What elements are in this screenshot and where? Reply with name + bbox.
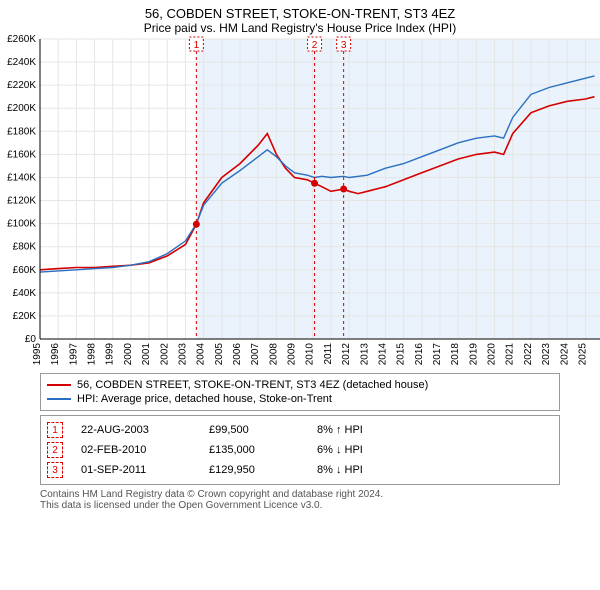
svg-text:£160K: £160K	[7, 149, 36, 160]
transaction-date: 01-SEP-2011	[81, 464, 191, 476]
svg-text:2025: 2025	[577, 343, 588, 366]
svg-text:2: 2	[312, 40, 318, 51]
svg-text:2018: 2018	[450, 343, 461, 366]
svg-text:3: 3	[341, 40, 347, 51]
svg-text:£220K: £220K	[7, 80, 36, 91]
price-chart: 123£0£20K£40K£60K£80K£100K£120K£140K£160…	[40, 39, 600, 369]
footer-line2: This data is licensed under the Open Gov…	[40, 500, 560, 511]
svg-text:£200K: £200K	[7, 103, 36, 114]
transaction-row: 2 02-FEB-2010 £135,000 6% ↓ HPI	[47, 440, 553, 460]
svg-text:2014: 2014	[377, 343, 388, 366]
svg-text:2004: 2004	[196, 343, 207, 366]
svg-text:2023: 2023	[541, 343, 552, 366]
svg-text:2016: 2016	[414, 343, 425, 366]
svg-text:2001: 2001	[141, 343, 152, 366]
svg-text:£240K: £240K	[7, 57, 36, 68]
legend-swatch	[47, 384, 71, 386]
transaction-pct: 8% ↓ HPI	[317, 464, 363, 476]
svg-text:£80K: £80K	[13, 242, 37, 253]
svg-text:2015: 2015	[396, 343, 407, 366]
transaction-date: 22-AUG-2003	[81, 424, 191, 436]
transaction-row: 3 01-SEP-2011 £129,950 8% ↓ HPI	[47, 460, 553, 480]
svg-text:1999: 1999	[105, 343, 116, 366]
svg-text:2005: 2005	[214, 343, 225, 366]
legend-label: HPI: Average price, detached house, Stok…	[77, 393, 332, 405]
transaction-price: £99,500	[209, 424, 299, 436]
transaction-index-icon: 3	[47, 462, 63, 478]
svg-text:2007: 2007	[250, 343, 261, 366]
svg-text:£260K: £260K	[7, 34, 36, 45]
svg-text:2002: 2002	[159, 343, 170, 366]
legend-label: 56, COBDEN STREET, STOKE-ON-TRENT, ST3 4…	[77, 379, 428, 391]
transaction-pct: 6% ↓ HPI	[317, 444, 363, 456]
transaction-price: £129,950	[209, 464, 299, 476]
svg-text:1: 1	[194, 40, 200, 51]
footer-attribution: Contains HM Land Registry data © Crown c…	[40, 489, 560, 511]
svg-text:£20K: £20K	[13, 311, 37, 322]
svg-text:2009: 2009	[287, 343, 298, 366]
svg-text:2013: 2013	[359, 343, 370, 366]
transaction-date: 02-FEB-2010	[81, 444, 191, 456]
transaction-price: £135,000	[209, 444, 299, 456]
legend-swatch	[47, 398, 71, 400]
svg-text:2011: 2011	[323, 343, 334, 365]
svg-text:£100K: £100K	[7, 219, 36, 230]
svg-text:2000: 2000	[123, 343, 134, 366]
svg-text:2003: 2003	[177, 343, 188, 366]
svg-text:2019: 2019	[468, 343, 479, 366]
svg-text:2022: 2022	[523, 343, 534, 366]
svg-text:2006: 2006	[232, 343, 243, 366]
chart-subtitle: Price paid vs. HM Land Registry's House …	[0, 21, 600, 39]
svg-text:£140K: £140K	[7, 172, 36, 183]
svg-text:2017: 2017	[432, 343, 443, 366]
svg-text:2012: 2012	[341, 343, 352, 366]
svg-text:£40K: £40K	[13, 288, 37, 299]
chart-title: 56, COBDEN STREET, STOKE-ON-TRENT, ST3 4…	[0, 0, 600, 21]
svg-text:£60K: £60K	[13, 265, 37, 276]
transaction-index-icon: 2	[47, 442, 63, 458]
footer-line1: Contains HM Land Registry data © Crown c…	[40, 489, 560, 500]
transaction-pct: 8% ↑ HPI	[317, 424, 363, 436]
transactions-table: 1 22-AUG-2003 £99,500 8% ↑ HPI 2 02-FEB-2010 £…	[40, 415, 560, 485]
svg-text:£120K: £120K	[7, 196, 36, 207]
svg-text:£180K: £180K	[7, 126, 36, 137]
svg-text:2010: 2010	[305, 343, 316, 366]
svg-text:2024: 2024	[559, 343, 570, 366]
svg-text:2008: 2008	[268, 343, 279, 366]
svg-text:1995: 1995	[32, 343, 43, 366]
transaction-row: 1 22-AUG-2003 £99,500 8% ↑ HPI	[47, 420, 553, 440]
svg-text:1997: 1997	[68, 343, 79, 366]
legend-row: HPI: Average price, detached house, Stok…	[47, 392, 553, 406]
transaction-index-icon: 1	[47, 422, 63, 438]
svg-text:1998: 1998	[87, 343, 98, 366]
svg-text:1996: 1996	[50, 343, 61, 366]
svg-text:2021: 2021	[505, 343, 516, 366]
legend: 56, COBDEN STREET, STOKE-ON-TRENT, ST3 4…	[40, 373, 560, 411]
svg-text:2020: 2020	[487, 343, 498, 366]
legend-row: 56, COBDEN STREET, STOKE-ON-TRENT, ST3 4…	[47, 378, 553, 392]
